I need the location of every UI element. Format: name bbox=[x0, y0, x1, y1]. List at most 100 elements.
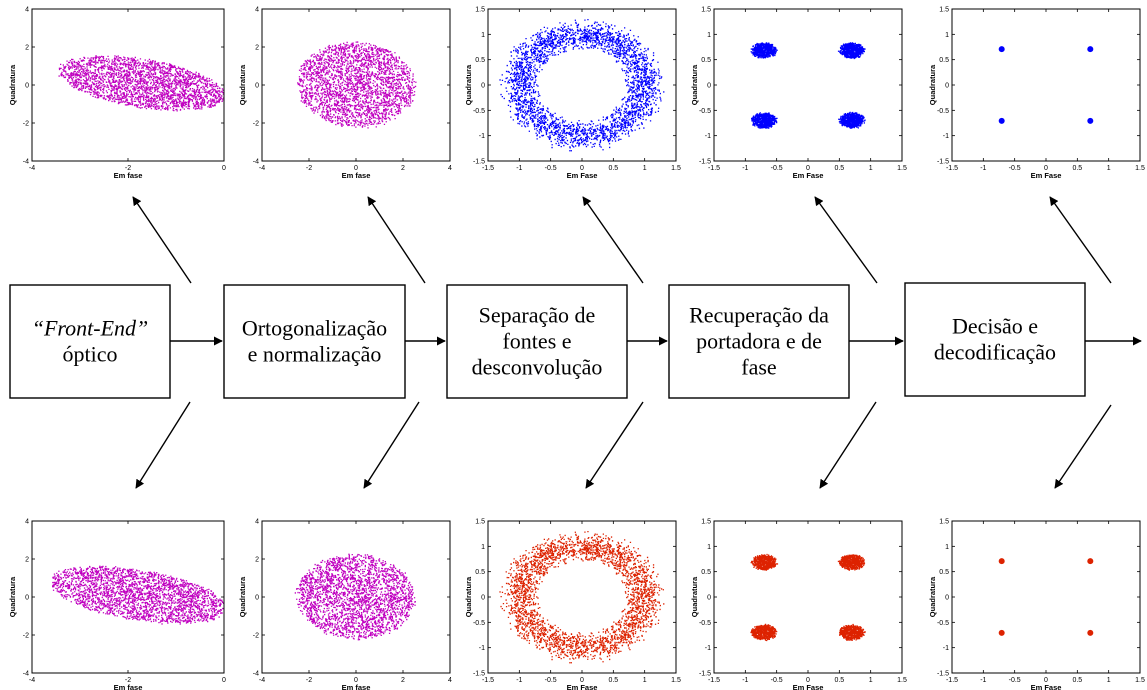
constellation-point bbox=[1087, 46, 1094, 53]
x-tick-label: 1.5 bbox=[1135, 165, 1145, 172]
y-tick-label: 2 bbox=[255, 45, 259, 52]
y-tick-label: -0.5 bbox=[937, 620, 949, 627]
x-tick-label: 1 bbox=[869, 677, 873, 684]
y-tick-label: 4 bbox=[25, 7, 29, 14]
x-axis-label: Em Fase bbox=[793, 683, 824, 690]
y-tick-label: 4 bbox=[25, 519, 29, 526]
plot-frame bbox=[713, 8, 903, 162]
y-tick-label: 0 bbox=[25, 595, 29, 602]
plot-frame bbox=[31, 8, 225, 162]
block-frame bbox=[446, 284, 628, 399]
block-label-line: desconvolução bbox=[472, 355, 603, 380]
x-axis-label: Em fase bbox=[114, 171, 143, 180]
plot-frame bbox=[261, 520, 451, 674]
x-axis-label: Em Fase bbox=[567, 171, 598, 180]
y-axis-label: Quadratura bbox=[690, 64, 699, 105]
x-axis-label: Em fase bbox=[114, 683, 143, 690]
x-tick-label: 0.5 bbox=[608, 165, 618, 172]
y-tick-label: 0.5 bbox=[475, 57, 485, 64]
x-tick-label: 1.5 bbox=[1135, 677, 1145, 684]
y-axis-label: Quadratura bbox=[690, 576, 699, 617]
x-tick-label: 0 bbox=[1044, 165, 1048, 172]
x-tick-label: -1.5 bbox=[482, 165, 494, 172]
output-arrow-up bbox=[814, 196, 878, 284]
y-tick-label: -1.5 bbox=[473, 671, 485, 678]
y-tick-label: -1 bbox=[943, 133, 949, 140]
x-tick-label: 0 bbox=[222, 677, 226, 684]
constellation-point bbox=[998, 558, 1005, 565]
x-tick-label: -1.5 bbox=[708, 165, 720, 172]
y-tick-label: 1 bbox=[707, 544, 711, 551]
y-tick-label: -2 bbox=[23, 633, 29, 640]
y-tick-label: -1.5 bbox=[473, 159, 485, 166]
constellation-point bbox=[998, 46, 1005, 53]
y-tick-label: -2 bbox=[23, 121, 29, 128]
y-tick-label: 0 bbox=[707, 83, 711, 90]
x-tick-label: 1 bbox=[643, 677, 647, 684]
x-tick-label: -0.5 bbox=[545, 677, 557, 684]
constellation-plot-top-3: -1.5 -1 -0.5 0 0.5 1 1.5 1.5 1 0.5 0 -0.5 -1 -1.5 Em F… bbox=[464, 7, 681, 181]
plot-frame bbox=[951, 520, 1141, 674]
y-tick-label: -0.5 bbox=[699, 108, 711, 115]
y-tick-label: 2 bbox=[255, 557, 259, 564]
block-label-line: fase bbox=[741, 355, 776, 380]
output-arrow-up bbox=[132, 196, 192, 284]
y-tick-label: -1.5 bbox=[937, 159, 949, 166]
y-tick-label: 0.5 bbox=[701, 569, 711, 576]
output-arrow-up bbox=[1049, 196, 1112, 284]
output-arrow-up bbox=[582, 196, 644, 284]
x-tick-label: -1 bbox=[742, 165, 748, 172]
x-tick-label: 0 bbox=[222, 165, 226, 172]
x-axis-label: Em fase bbox=[342, 683, 371, 690]
y-tick-label: 0 bbox=[945, 595, 949, 602]
x-tick-label: -1 bbox=[516, 677, 522, 684]
x-tick-label: -1 bbox=[980, 165, 986, 172]
process-block-1: “Front-End”óptico bbox=[9, 284, 171, 399]
y-tick-label: -4 bbox=[253, 671, 259, 678]
scatter-cloud bbox=[750, 42, 866, 130]
x-tick-label: 4 bbox=[448, 677, 452, 684]
y-axis-label: Quadratura bbox=[238, 64, 247, 105]
y-tick-label: -0.5 bbox=[473, 108, 485, 115]
y-axis-label: Quadratura bbox=[238, 576, 247, 617]
output-arrow-down bbox=[819, 401, 877, 489]
y-tick-label: -1.5 bbox=[699, 671, 711, 678]
constellation-plot-bottom-1: -4 -2 0 4 2 0 -2 -4 Em fase Quadratura bbox=[8, 519, 226, 690]
x-tick-label: -2 bbox=[125, 677, 131, 684]
y-tick-label: 2 bbox=[25, 557, 29, 564]
x-tick-label: 0.5 bbox=[608, 677, 618, 684]
x-tick-label: 0.5 bbox=[1072, 165, 1082, 172]
block-frame bbox=[9, 284, 171, 399]
y-tick-label: -1.5 bbox=[937, 671, 949, 678]
block-label-line: Recuperação da bbox=[689, 303, 829, 328]
y-tick-label: 2 bbox=[25, 45, 29, 52]
output-arrow-down bbox=[1054, 404, 1112, 489]
x-tick-label: -2 bbox=[125, 165, 131, 172]
x-tick-label: -0.5 bbox=[1009, 677, 1021, 684]
block-frame bbox=[668, 284, 850, 399]
x-tick-label: -1 bbox=[980, 677, 986, 684]
constellation-plot-bottom-2: -4 -2 0 2 4 4 2 0 -2 -4 Em fase Quadratura bbox=[238, 519, 452, 690]
y-tick-label: 1.5 bbox=[701, 519, 711, 526]
plot-frame bbox=[951, 8, 1141, 162]
y-tick-label: 0.5 bbox=[939, 57, 949, 64]
y-tick-label: -0.5 bbox=[937, 108, 949, 115]
x-tick-label: -4 bbox=[29, 677, 35, 684]
y-axis-label: Quadratura bbox=[8, 64, 17, 105]
y-tick-label: 0 bbox=[481, 595, 485, 602]
constellation-plot-top-2: -4 -2 0 2 4 4 2 0 -2 -4 Em fase Quadratura bbox=[238, 7, 452, 181]
x-tick-label: -1 bbox=[742, 677, 748, 684]
output-arrow-down bbox=[585, 401, 644, 489]
x-tick-label: -4 bbox=[259, 677, 265, 684]
x-tick-label: 4 bbox=[448, 165, 452, 172]
y-tick-label: 0 bbox=[945, 83, 949, 90]
y-tick-label: -0.5 bbox=[699, 620, 711, 627]
constellation-point bbox=[1087, 558, 1094, 565]
x-tick-label: 0 bbox=[806, 165, 810, 172]
x-tick-label: 0 bbox=[1044, 677, 1048, 684]
constellation-plot-top-1: -4 -2 0 4 2 0 -2 -4 Em fase Quadratura bbox=[8, 7, 226, 181]
constellation-plot-top-5: -1.5 -1 -0.5 0 0.5 1 1.5 1.5 1 0.5 0 -0.5 -1 -1.5 Em F… bbox=[928, 7, 1145, 181]
scatter-cloud bbox=[297, 41, 417, 129]
